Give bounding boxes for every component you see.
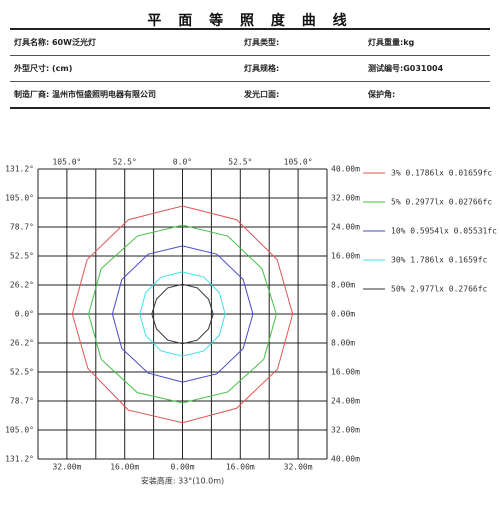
x-tick-label: 105.0° — [52, 158, 81, 167]
legend-label: 3% 0.1786lx 0.01659fc — [391, 169, 492, 178]
y-tick-label: 78.7° — [10, 223, 34, 232]
y-tick-label: 0.0° — [15, 310, 34, 319]
cell: 发光口面: — [240, 81, 364, 108]
contour — [151, 283, 214, 345]
y-tick-label: 16.00m — [331, 252, 360, 261]
cell: 制造厂商: 温州市恒盛照明电器有限公司 — [10, 81, 240, 108]
y-tick-label: 8.00m — [331, 281, 355, 290]
x-tick-label: 0.00m — [170, 463, 194, 472]
y-tick-label: 131.2° — [5, 455, 34, 464]
legend-label: 30% 1.786lx 0.1659fc — [391, 256, 488, 265]
y-tick-label: 24.00m — [331, 397, 360, 406]
title: 平 面 等 照 度 曲 线 — [147, 13, 353, 29]
contour — [88, 224, 277, 404]
contour — [139, 271, 226, 357]
info-table: 灯具名称: 60W泛光灯 灯具类型: 灯具重量:kg 外型尺寸: (cm) 灯具规格:… — [10, 28, 490, 109]
y-tick-label: 40.00m — [331, 165, 360, 174]
cell: 测试编号:G031004 — [364, 55, 490, 82]
y-tick-label: 16.00m — [331, 368, 360, 377]
cell: 保护角: — [364, 81, 490, 108]
y-tick-label: 0.00m — [331, 310, 355, 319]
x-tick-label: 32.00m — [52, 463, 81, 472]
x-tick-label: 105.0° — [284, 158, 313, 167]
y-tick-label: 131.2° — [5, 165, 34, 174]
cell: 外型尺寸: (cm) — [10, 55, 240, 82]
y-tick-label: 8.00m — [331, 339, 355, 348]
y-tick-label: 32.00m — [331, 426, 360, 435]
x-tick-label: 32.00m — [284, 463, 313, 472]
cell: 灯具规格: — [240, 55, 364, 82]
y-tick-label: 32.00m — [331, 194, 360, 203]
legend-label: 50% 2.977lx 0.2766fc — [391, 285, 488, 294]
cell: 灯具类型: — [240, 28, 364, 56]
x-tick-label: 52.5° — [228, 158, 252, 167]
legend-label: 10% 0.5954lx 0.05531fc — [391, 227, 497, 236]
y-tick-label: 52.5° — [10, 252, 34, 261]
contour — [111, 245, 254, 383]
y-tick-label: 105.0° — [5, 194, 34, 203]
cell: 灯具名称: 60W泛光灯 — [10, 28, 240, 56]
y-tick-label: 105.0° — [5, 426, 34, 435]
contour — [71, 205, 294, 424]
x-tick-label: 16.00m — [226, 463, 255, 472]
y-tick-label: 78.7° — [10, 397, 34, 406]
legend-label: 5% 0.2977lx 0.02766fc — [391, 198, 492, 207]
cell: 灯具重量:kg — [364, 28, 490, 56]
y-tick-label: 26.2° — [10, 339, 34, 348]
y-tick-label: 40.00m — [331, 455, 360, 464]
x-axis-label: 安装高度: 33°(10.0m) — [141, 476, 224, 486]
x-tick-label: 0.0° — [173, 158, 192, 167]
y-tick-label: 24.00m — [331, 223, 360, 232]
y-tick-label: 26.2° — [10, 281, 34, 290]
y-tick-label: 52.5° — [10, 368, 34, 377]
x-tick-label: 16.00m — [110, 463, 139, 472]
x-tick-label: 52.5° — [113, 158, 137, 167]
